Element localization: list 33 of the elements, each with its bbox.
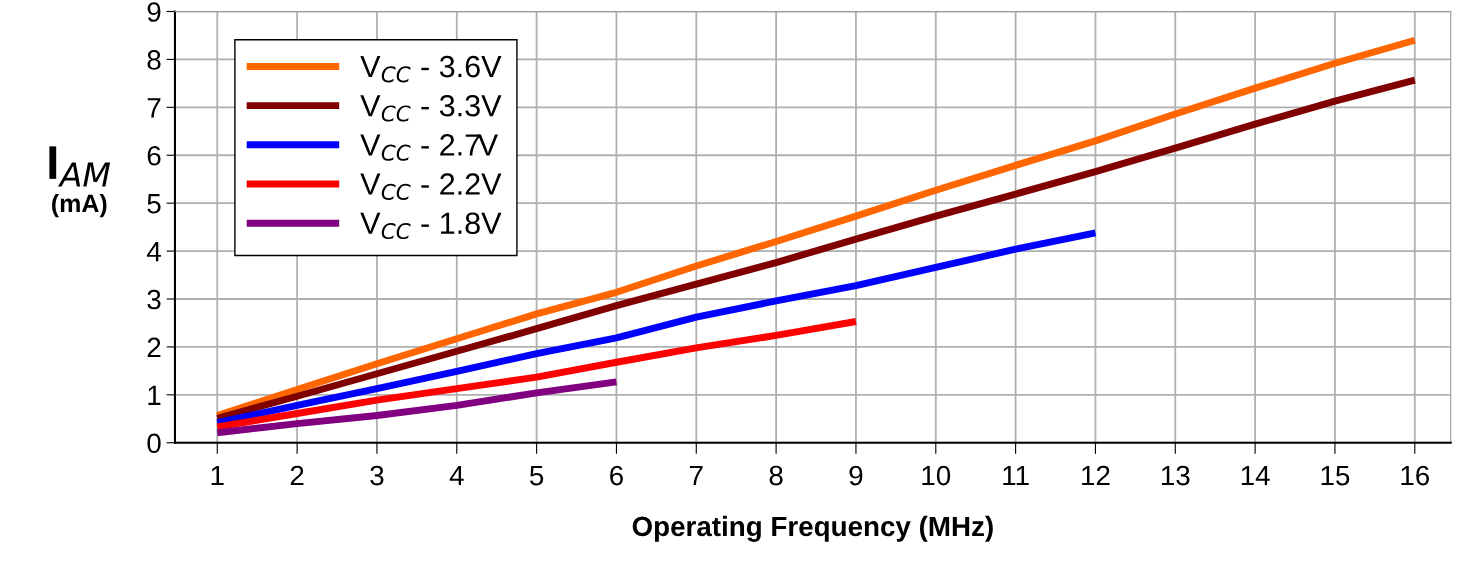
y-tick-label: 2: [147, 337, 161, 357]
x-tick-label: 11: [1003, 465, 1029, 486]
x-tick-label: 4: [449, 465, 464, 486]
x-axis-title: Operating Frequency (MHz): [632, 515, 993, 542]
x-tick-label: 9: [849, 465, 863, 486]
x-tick-label: 2: [290, 465, 304, 486]
y-tick-label: 9: [147, 2, 161, 22]
x-tick-label: 15: [1321, 465, 1350, 486]
y-tick-label: 0: [147, 433, 161, 454]
x-tick-label: 1: [211, 465, 224, 486]
y-tick-label: 4: [146, 242, 161, 262]
x-tick-label: 7: [689, 465, 703, 486]
x-tick-label: 12: [1082, 465, 1110, 486]
legend-label: V$_{CC}$ - 3.3V: [360, 94, 502, 122]
y-tick-label: 8: [147, 50, 161, 70]
legend-label: V$_{CC}$ - 2.2V: [360, 173, 502, 200]
legend-label: V$_{CC}$ - 3.6V: [360, 55, 502, 83]
x-tick-label: 10: [922, 465, 951, 486]
legend-label: V$_{CC}$ - 2.7V: [360, 134, 499, 161]
x-tick-label: 3: [370, 465, 384, 486]
y-tick-label: 6: [147, 145, 161, 166]
x-tick-label: 5: [530, 465, 544, 486]
y-tick-label: 3: [147, 289, 161, 310]
legend-label: V$_{CC}$ - 1.8V: [360, 212, 502, 240]
x-tick-label: 14: [1241, 465, 1270, 486]
x-tick-label: 13: [1161, 465, 1190, 486]
x-tick-label: 6: [610, 465, 623, 486]
y-tick-label: 5: [147, 194, 161, 214]
y-tick-label: 7: [147, 98, 161, 118]
x-tick-label: 16: [1401, 465, 1430, 486]
y-axis-title: I$_{AM}$ (mA): [49, 146, 111, 218]
x-tick-label: 8: [769, 465, 783, 486]
y-tick-label: 1: [148, 385, 161, 405]
